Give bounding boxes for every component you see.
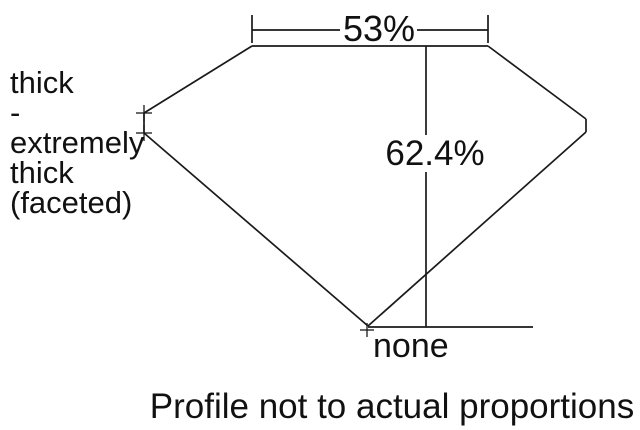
pavilion-facet-right <box>367 131 587 327</box>
girdle-label-line-3: extremely <box>10 125 145 160</box>
depth-percent-label: 62.4% <box>385 134 484 173</box>
table-percent-label: 53% <box>343 8 415 49</box>
girdle-label-line-2: - <box>10 95 21 130</box>
caption: Profile not to actual proportions <box>150 387 634 426</box>
culet-mark <box>360 323 374 337</box>
girdle-tick-marks <box>136 105 152 141</box>
culet-label: none <box>373 327 449 365</box>
pavilion-facet-left <box>143 132 369 327</box>
diamond-outline <box>143 45 587 327</box>
girdle-label-line-1: thick <box>10 65 74 100</box>
girdle-label: thick - extremely thick (faceted) <box>10 65 145 220</box>
crown-facet-right <box>487 45 587 120</box>
girdle-label-line-5: (faceted) <box>10 185 133 220</box>
girdle-label-line-4: thick <box>10 155 74 190</box>
crown-facet-left <box>143 45 253 114</box>
table-dimension <box>251 15 489 43</box>
